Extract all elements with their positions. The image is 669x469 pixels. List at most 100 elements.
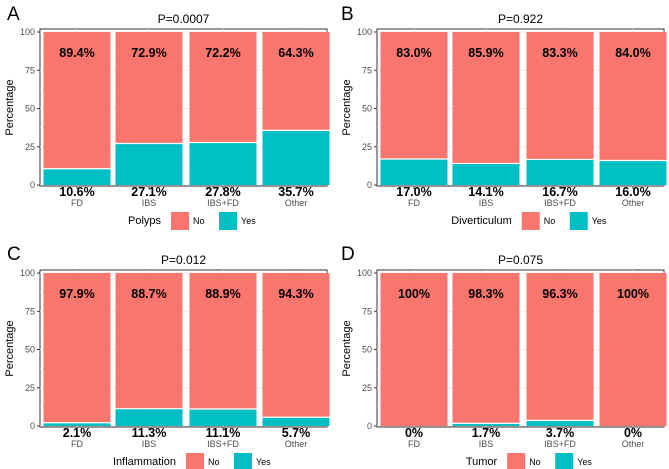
x-tick-label: FD — [71, 439, 83, 449]
bar-yes-ibs-fd — [526, 420, 594, 426]
y-tick-label: 75 — [25, 306, 35, 316]
y-tick-label: 50 — [25, 345, 35, 355]
legend-label-yes: Yes — [256, 457, 271, 467]
bar-yes-other — [262, 130, 330, 185]
y-tick-label: 75 — [25, 65, 35, 75]
data-label-no: 88.7% — [131, 287, 166, 301]
data-label-no: 83.3% — [542, 46, 577, 60]
data-label-yes: 11.3% — [132, 426, 167, 440]
legend-swatch-no — [507, 453, 526, 469]
x-tick-label: IBS — [142, 198, 157, 208]
data-label-yes: 27.8% — [205, 185, 240, 199]
bar-no-other — [599, 273, 667, 426]
data-label-no: 89.4% — [59, 46, 94, 60]
legend-title: Polyps — [128, 215, 162, 227]
y-axis-label: Percentage — [341, 79, 353, 135]
bar-no-fd — [43, 32, 111, 169]
bar-no-fd — [380, 273, 448, 426]
data-label-yes: 3.7% — [546, 426, 575, 440]
y-tick-label: 0 — [30, 421, 35, 431]
y-tick-label: 0 — [30, 180, 35, 190]
panel-letter: D — [341, 244, 355, 265]
bar-yes-fd — [380, 158, 448, 185]
x-tick-label: Other — [622, 439, 645, 449]
chart-title: P=0.075 — [498, 253, 543, 267]
legend-label-yes: Yes — [577, 457, 592, 467]
bar-yes-fd — [43, 422, 111, 426]
bar-yes-ibs — [452, 163, 520, 185]
data-label-no: 100% — [398, 287, 430, 301]
y-tick-label: 75 — [362, 65, 372, 75]
bar-no-other — [262, 273, 330, 418]
data-label-yes: 35.7% — [278, 185, 313, 199]
bar-no-ibs-fd — [189, 273, 257, 410]
y-tick-label: 25 — [362, 142, 372, 152]
bar-yes-ibs-fd — [189, 409, 257, 426]
bar-yes-fd — [43, 168, 111, 185]
panel-letter: C — [7, 244, 21, 265]
y-tick-label: 100 — [20, 268, 35, 278]
y-tick-label: 100 — [357, 268, 372, 278]
x-tick-label: IBS — [479, 198, 494, 208]
chart-title: P=0.012 — [161, 253, 206, 267]
bar-yes-ibs-fd — [526, 159, 594, 185]
legend-title: Tumor — [466, 456, 498, 468]
y-tick-label: 75 — [362, 306, 372, 316]
bar-no-ibs — [115, 32, 183, 144]
data-label-no: 88.9% — [205, 287, 240, 301]
legend-label-no: No — [193, 216, 205, 226]
data-label-yes: 17.0% — [396, 185, 431, 199]
y-tick-label: 25 — [25, 383, 35, 393]
x-tick-label: FD — [408, 198, 420, 208]
y-tick-label: 50 — [362, 104, 372, 114]
data-label-no: 98.3% — [468, 287, 503, 301]
bar-no-other — [262, 32, 330, 131]
data-label-no: 100% — [617, 287, 649, 301]
legend-label-no: No — [208, 457, 220, 467]
bar-no-ibs — [452, 32, 520, 164]
x-tick-label: FD — [408, 439, 420, 449]
data-label-no: 94.3% — [278, 287, 313, 301]
legend-swatch-no — [521, 212, 540, 230]
y-axis-label: Percentage — [341, 320, 353, 376]
y-axis-label: Percentage — [4, 79, 16, 135]
legend-title: Inflammation — [113, 456, 176, 468]
x-tick-label: IBS+FD — [544, 439, 576, 449]
x-tick-label: IBS+FD — [207, 439, 239, 449]
x-tick-label: IBS+FD — [544, 198, 576, 208]
data-label-yes: 16.7% — [542, 185, 577, 199]
panel-letter: A — [7, 4, 20, 25]
panel-d: D0255075100P=0.075Percentage100%0%FD98.3… — [341, 244, 667, 469]
bar-yes-ibs-fd — [189, 142, 257, 185]
bar-no-fd — [380, 32, 448, 159]
bar-no-other — [599, 32, 667, 161]
bar-yes-other — [599, 160, 667, 185]
y-tick-label: 0 — [367, 180, 372, 190]
panel-a: A 0 25 50 75 100 P=0.0007 Percentage 89.4% 10.6%F… — [4, 4, 330, 230]
y-tick-label: 100 — [20, 27, 35, 37]
y-axis-label: Percentage — [4, 320, 16, 376]
data-label-yes: 2.1% — [63, 426, 92, 440]
legend-label-yes: Yes — [592, 216, 607, 226]
data-label-no: 72.9% — [131, 46, 166, 60]
data-label-no: 64.3% — [278, 46, 313, 60]
x-tick-label: IBS — [479, 439, 494, 449]
data-label-yes: 1.7% — [472, 426, 501, 440]
legend-label-no: No — [544, 216, 556, 226]
x-tick-label: Other — [285, 198, 308, 208]
bar-no-ibs — [115, 273, 183, 409]
bar-no-ibs-fd — [189, 32, 257, 143]
x-tick-label: Other — [285, 439, 308, 449]
bar-yes-ibs — [452, 423, 520, 426]
data-label-yes: 11.1% — [206, 426, 241, 440]
legend-title: Diverticulum — [451, 215, 512, 227]
panel-b: B 0 25 50 75 100 P=0.922 Percentage 83.0% 17.0%FD… — [341, 4, 667, 230]
legend-swatch-yes — [555, 453, 574, 469]
legend-swatch-no — [185, 453, 204, 469]
bar-yes-ibs — [115, 143, 183, 185]
bar-no-ibs-fd — [526, 273, 594, 421]
chart-title: P=0.922 — [498, 12, 543, 26]
y-tick-label: 25 — [25, 142, 35, 152]
data-label-no: 96.3% — [542, 287, 577, 301]
